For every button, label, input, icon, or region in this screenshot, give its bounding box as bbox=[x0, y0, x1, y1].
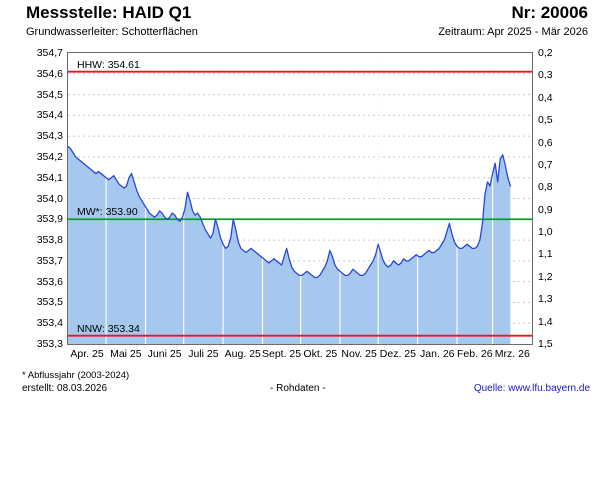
y-tick-left: 354,5 bbox=[36, 88, 63, 101]
created-date: erstellt: 08.03.2026 bbox=[22, 383, 108, 394]
period-label: Zeitraum: Apr 2025 - Mär 2026 bbox=[438, 26, 588, 38]
y-tick-right: 0,7 bbox=[538, 158, 553, 171]
x-tick: Dez. 25 bbox=[379, 348, 416, 360]
y-tick-left: 353,8 bbox=[36, 234, 63, 247]
chart-page: Messstelle: HAID Q1 Nr: 20006 Grundwasse… bbox=[22, 3, 590, 394]
y-tick-right: 0,3 bbox=[538, 69, 553, 82]
y-tick-right: 1,5 bbox=[538, 338, 553, 350]
x-tick: Jan. 26 bbox=[420, 348, 455, 360]
x-tick: Juli 25 bbox=[188, 348, 219, 360]
y-tick-left: 354,2 bbox=[36, 150, 63, 163]
y-tick-left: 354,4 bbox=[36, 109, 63, 122]
data-type-label: - Rohdaten - bbox=[270, 383, 326, 394]
x-tick: Mrz. 26 bbox=[494, 348, 530, 360]
y-tick-left: 354,6 bbox=[36, 67, 63, 80]
x-tick: Okt. 25 bbox=[303, 348, 338, 360]
y-tick-right: 0,9 bbox=[538, 203, 553, 216]
y-tick-right: 1,4 bbox=[538, 315, 553, 328]
x-tick: Nov. 25 bbox=[341, 348, 377, 360]
groundwater-level-chart bbox=[68, 53, 532, 344]
y-tick-right: 0,5 bbox=[538, 114, 553, 127]
y-tick-right: 0,6 bbox=[538, 136, 553, 149]
y-tick-right: 1,3 bbox=[538, 293, 553, 306]
x-tick: Feb. 26 bbox=[456, 348, 493, 360]
x-tick: Mai 25 bbox=[110, 348, 142, 360]
page-title: Messstelle: HAID Q1 bbox=[26, 3, 192, 22]
y-tick-left: 353,6 bbox=[36, 275, 63, 288]
aquifer-label: Grundwasserleiter: Schotterflächen bbox=[26, 26, 198, 38]
x-tick: Juni 25 bbox=[147, 348, 182, 360]
x-tick: Sept. 25 bbox=[262, 348, 302, 360]
reference-label-mw: MW*: 353.90 bbox=[77, 206, 138, 219]
y-tick-left: 354,7 bbox=[36, 47, 63, 59]
plot-area: HHW: 354.61 MW*: 353.90 NNW: 353.34 bbox=[67, 52, 533, 345]
y-tick-right: 1,2 bbox=[538, 270, 553, 283]
y-tick-right: 1,1 bbox=[538, 248, 553, 261]
footnote: * Abflussjahr (2003-2024) bbox=[22, 370, 130, 381]
y-tick-left: 354,1 bbox=[36, 171, 63, 184]
y-tick-left: 353,3 bbox=[36, 338, 63, 350]
source-link[interactable]: Quelle: www.lfu.bayern.de bbox=[473, 383, 590, 394]
y-tick-left: 353,9 bbox=[36, 213, 63, 226]
y-tick-right: 0,2 bbox=[538, 47, 553, 59]
y-tick-right: 1,0 bbox=[538, 226, 553, 239]
x-tick: Apr. 25 bbox=[70, 348, 104, 360]
y-tick-right: 0,4 bbox=[538, 91, 553, 104]
reference-label-nnw: NNW: 353.34 bbox=[77, 322, 140, 335]
y-tick-left: 354,0 bbox=[36, 192, 63, 205]
y-tick-right: 0,8 bbox=[538, 181, 553, 194]
y-tick-left: 353,5 bbox=[36, 296, 63, 309]
reference-label-hhw: HHW: 354.61 bbox=[77, 58, 140, 71]
y-tick-left: 354,3 bbox=[36, 130, 63, 143]
y-tick-left: 353,7 bbox=[36, 254, 63, 267]
x-tick: Aug. 25 bbox=[224, 348, 261, 360]
station-number: Nr: 20006 bbox=[511, 3, 588, 22]
y-tick-left: 353,4 bbox=[36, 317, 63, 330]
